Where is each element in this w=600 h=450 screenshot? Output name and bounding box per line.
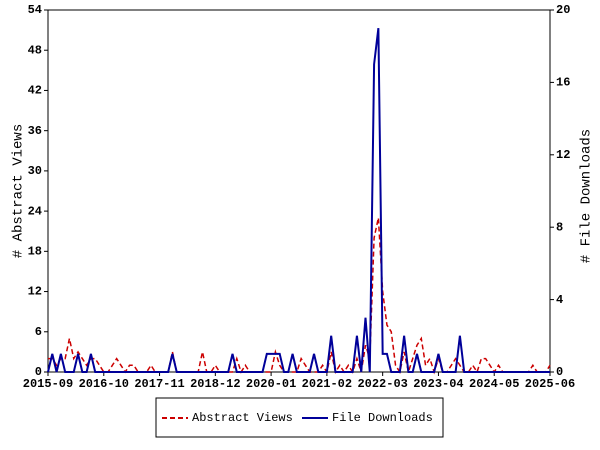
y2-tick-label: 16 [556,76,570,90]
y2-tick-label: 20 [556,3,570,17]
y-tick-label: 30 [28,164,42,178]
x-tick-label: 2017-11 [134,377,184,391]
y-tick-label: 18 [28,245,42,259]
x-tick-label: 2018-12 [190,377,240,391]
y-tick-label: 42 [28,84,42,98]
y2-tick-label: 8 [556,220,563,234]
y-tick-label: 0 [35,365,42,379]
y-tick-label: 6 [35,325,42,339]
y-tick-label: 48 [28,43,42,57]
legend-label: Abstract Views [192,411,293,425]
x-tick-label: 2022-03 [357,377,407,391]
series-line [48,217,551,375]
y2-tick-label: 4 [556,293,563,307]
y-tick-label: 24 [28,204,42,218]
x-tick-label: 2020-01 [246,377,296,391]
x-tick-label: 2023-04 [413,377,463,391]
x-tick-label: 2024-05 [469,377,519,391]
y-tick-label: 36 [28,124,42,138]
y-axis-title: # Abstract Views [11,124,27,258]
y2-tick-label: 12 [556,148,570,162]
series-line [47,27,550,373]
y2-axis-title: # File Downloads [579,129,595,263]
y-tick-label: 12 [28,285,42,299]
x-tick-label: 2016-10 [79,377,129,391]
y2-tick-label: 0 [556,365,563,379]
x-tick-label: 2025-06 [525,377,575,391]
legend-label: File Downloads [332,411,433,425]
x-tick-label: 2015-09 [23,377,73,391]
y-tick-label: 54 [28,3,42,17]
x-tick-label: 2021-02 [302,377,352,391]
legend-box [155,397,444,438]
